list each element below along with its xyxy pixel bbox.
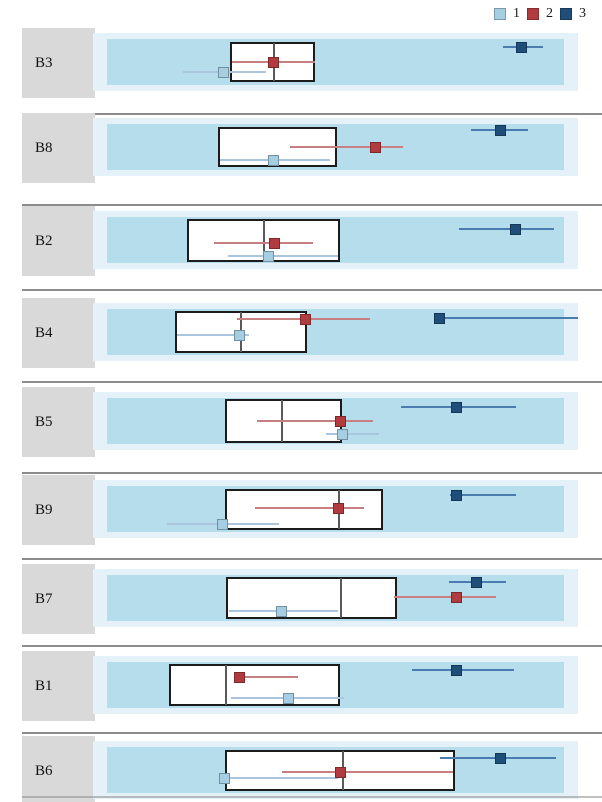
- series-2-marker: [451, 592, 462, 603]
- series-3-marker: [451, 665, 462, 676]
- row-separator: [22, 558, 602, 560]
- series-2-marker: [300, 314, 311, 325]
- row-label: B7: [22, 564, 95, 634]
- series-1-marker: [219, 773, 230, 784]
- row-separator: [22, 645, 602, 647]
- row-label: B3: [22, 28, 95, 98]
- row-label: B4: [22, 298, 95, 368]
- series-3-error-bar: [412, 669, 514, 671]
- series-2-marker: [269, 238, 280, 249]
- series-1-marker: [217, 519, 228, 530]
- row-separator: [22, 381, 602, 383]
- series-1-error-bar: [228, 255, 338, 257]
- series-3-marker: [434, 313, 445, 324]
- row-separator: [22, 732, 602, 734]
- series-2-error-bar: [282, 771, 453, 773]
- series-3-marker: [451, 402, 462, 413]
- series-2-marker: [370, 142, 381, 153]
- legend-swatch-series-3: [560, 8, 572, 20]
- box-plot-box: [225, 750, 455, 791]
- series-3-marker: [516, 42, 527, 53]
- row-separator: [22, 472, 602, 474]
- row-label: B5: [22, 387, 95, 457]
- series-1-marker: [276, 606, 287, 617]
- chart-legend: 1 2 3: [494, 6, 586, 22]
- series-2-marker: [234, 672, 245, 683]
- series-2-error-bar: [257, 420, 373, 422]
- box-median-line: [263, 220, 265, 261]
- legend-label-series-3: 3: [579, 6, 586, 21]
- box-median-line: [225, 665, 227, 705]
- series-2-error-bar: [255, 507, 364, 509]
- legend-swatch-series-1: [494, 8, 506, 20]
- series-3-marker: [451, 490, 462, 501]
- series-2-error-bar: [290, 146, 403, 148]
- legend-label-series-1: 1: [513, 6, 520, 21]
- series-1-marker: [234, 330, 245, 341]
- series-1-marker: [263, 251, 274, 262]
- series-3-error-bar: [459, 228, 554, 230]
- series-1-error-bar: [326, 433, 379, 435]
- row-separator: [22, 204, 602, 206]
- series-1-error-bar: [225, 777, 338, 779]
- bottom-separator: [22, 796, 602, 798]
- series-2-marker: [335, 416, 346, 427]
- box-median-line: [340, 578, 342, 618]
- series-3-marker: [471, 577, 482, 588]
- series-2-marker: [335, 767, 346, 778]
- series-1-marker: [268, 155, 279, 166]
- legend-swatch-series-2: [527, 8, 539, 20]
- series-2-error-bar: [214, 242, 313, 244]
- series-2-marker: [333, 503, 344, 514]
- box-plot-box: [226, 577, 397, 619]
- series-1-marker: [337, 429, 348, 440]
- series-2-error-bar: [237, 676, 298, 678]
- series-3-error-bar: [450, 494, 516, 496]
- row-label: B9: [22, 475, 95, 545]
- series-3-marker: [510, 224, 521, 235]
- row-separator: [22, 113, 602, 115]
- legend-label-series-2: 2: [546, 6, 553, 21]
- row-label: B1: [22, 651, 95, 721]
- row-separator: [22, 289, 602, 291]
- box-plot-box: [169, 664, 340, 706]
- row-band-inner: [107, 39, 564, 85]
- series-2-marker: [268, 57, 279, 68]
- row-label: B2: [22, 206, 95, 276]
- series-1-marker: [218, 67, 229, 78]
- series-3-marker: [495, 753, 506, 764]
- series-1-error-bar: [177, 334, 249, 336]
- row-label: B8: [22, 113, 95, 183]
- series-3-marker: [495, 125, 506, 136]
- series-1-marker: [283, 693, 294, 704]
- row-label: B6: [22, 736, 95, 802]
- series-3-error-bar: [436, 317, 578, 319]
- series-2-error-bar: [394, 596, 496, 598]
